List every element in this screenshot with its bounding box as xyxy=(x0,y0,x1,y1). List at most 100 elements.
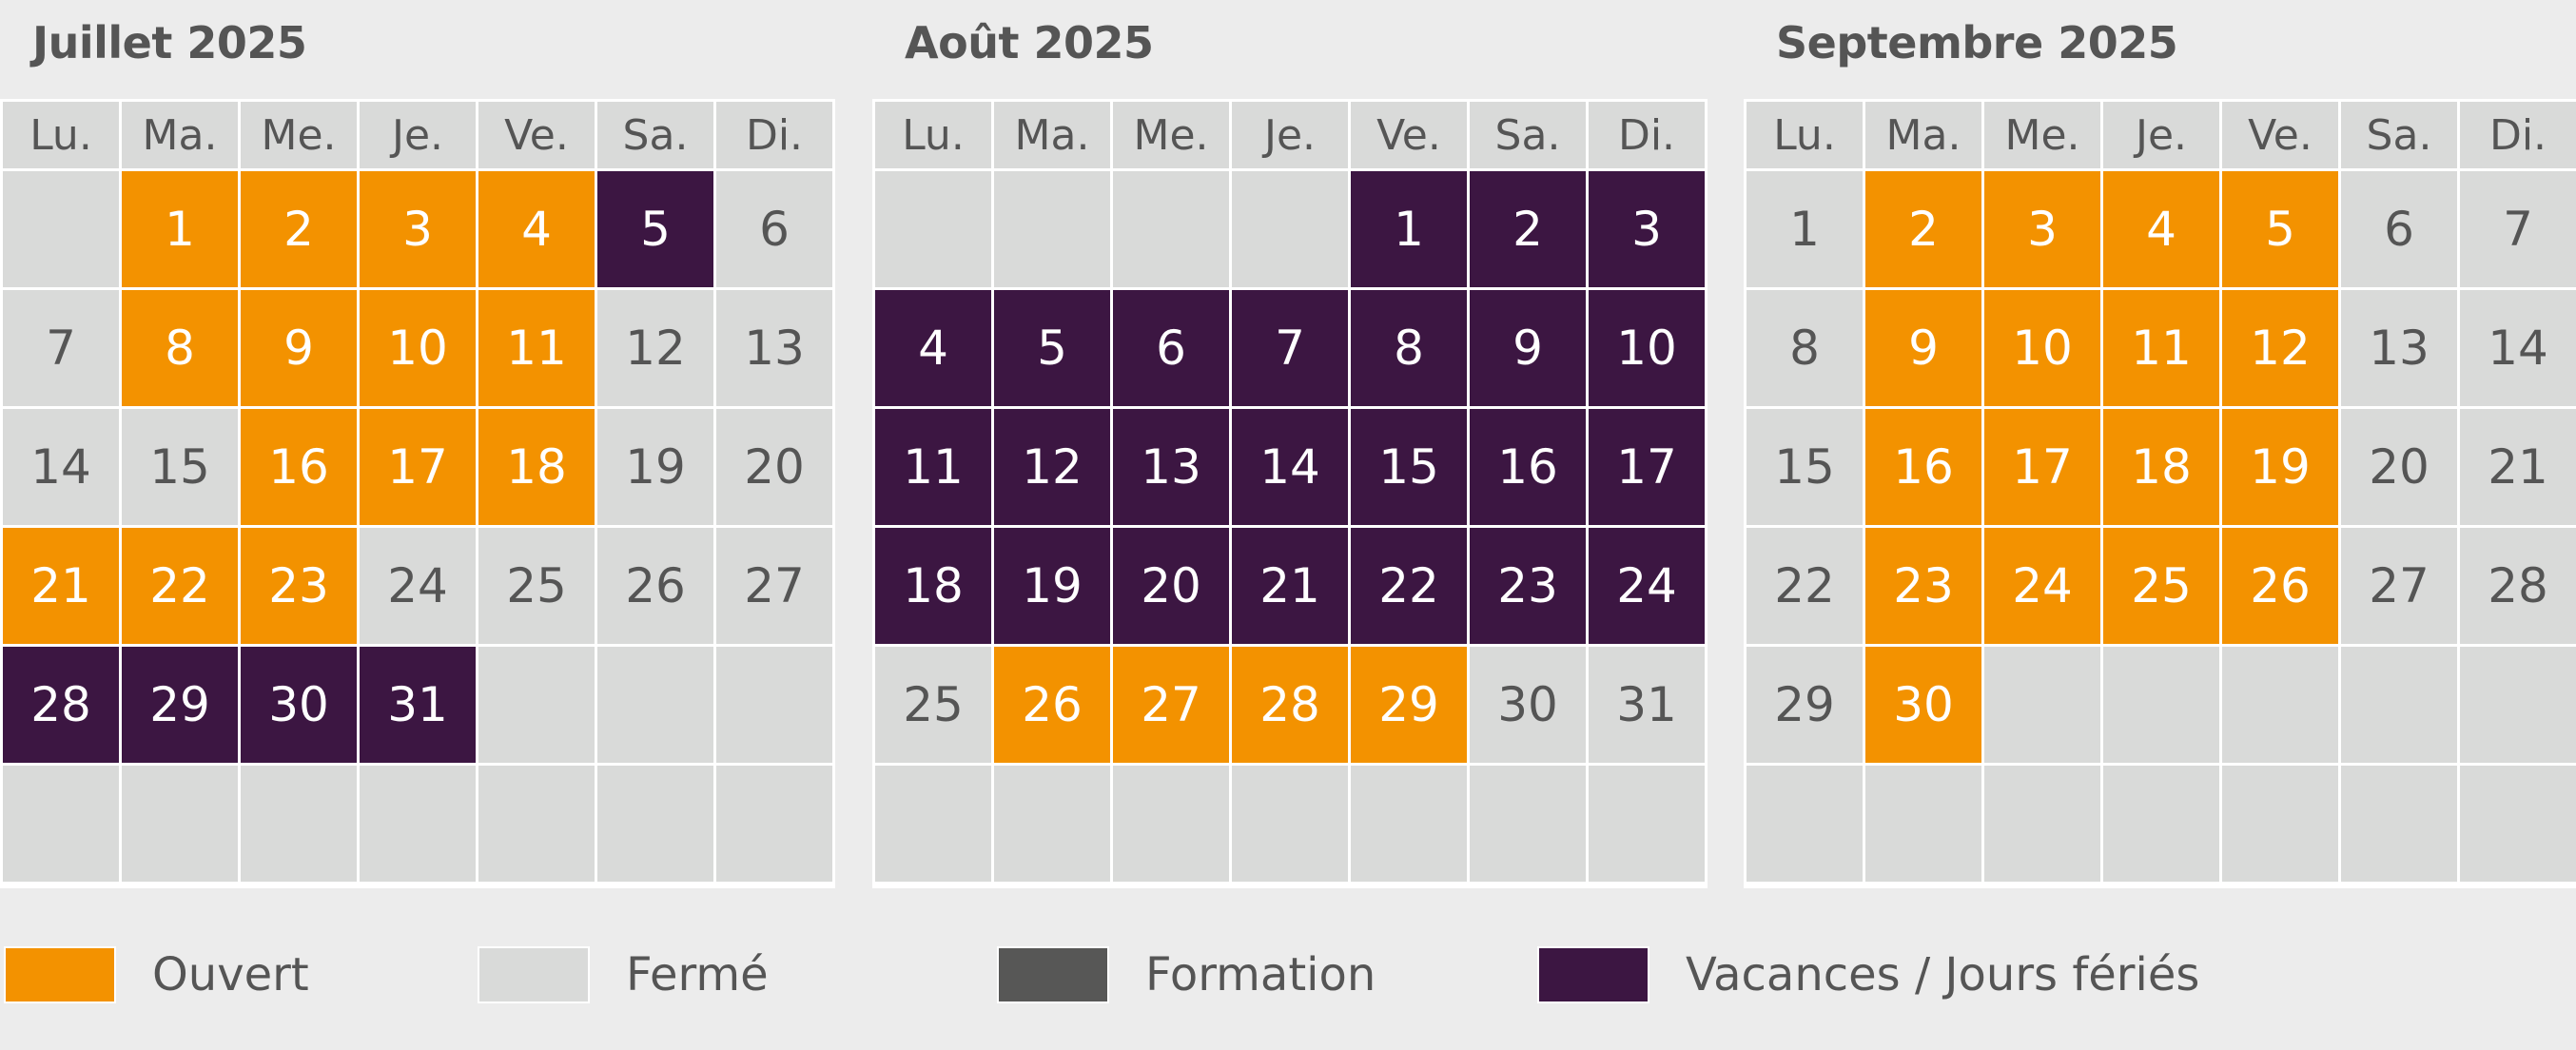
day-cell: 17 xyxy=(1984,409,2100,525)
weekday-header: Lu. xyxy=(1747,102,1863,168)
day-cell: 18 xyxy=(875,528,991,644)
day-cell: 13 xyxy=(2341,290,2457,406)
day-cell: 23 xyxy=(1470,528,1586,644)
day-cell: 22 xyxy=(122,528,238,644)
day-cell: 1 xyxy=(1351,171,1467,287)
day-cell: 6 xyxy=(2341,171,2457,287)
day-cell: 16 xyxy=(1470,409,1586,525)
day-cell: 22 xyxy=(1747,528,1863,644)
day-cell: 3 xyxy=(1984,171,2100,287)
legend-swatch-open xyxy=(4,946,116,1003)
day-cell: 29 xyxy=(122,647,238,763)
empty-cell xyxy=(994,171,1110,287)
calendar-grid: Lu. Ma. Me. Je. Ve. Sa. Di. 1 2 3 4 5 6 7 8 9 10 11 12 13 14… xyxy=(0,99,835,888)
day-cell: 30 xyxy=(1865,647,1981,763)
empty-cell xyxy=(2341,766,2457,882)
legend-label: Ouvert xyxy=(152,948,309,1001)
day-cell: 14 xyxy=(2460,290,2576,406)
empty-cell xyxy=(1589,766,1705,882)
day-cell: 5 xyxy=(2222,171,2338,287)
weekday-header: Me. xyxy=(1984,102,2100,168)
day-cell: 7 xyxy=(1232,290,1348,406)
day-cell: 14 xyxy=(3,409,119,525)
day-cell: 15 xyxy=(1747,409,1863,525)
weekday-header: Je. xyxy=(2103,102,2219,168)
day-cell: 4 xyxy=(2103,171,2219,287)
day-cell: 19 xyxy=(2222,409,2338,525)
day-cell: 25 xyxy=(875,647,991,763)
day-cell: 19 xyxy=(994,528,1110,644)
day-cell: 2 xyxy=(1470,171,1586,287)
empty-cell xyxy=(1232,766,1348,882)
day-cell: 9 xyxy=(1470,290,1586,406)
day-cell: 6 xyxy=(1113,290,1229,406)
day-cell: 10 xyxy=(1984,290,2100,406)
day-cell: 26 xyxy=(2222,528,2338,644)
day-cell: 28 xyxy=(2460,528,2576,644)
empty-cell xyxy=(3,171,119,287)
day-cell: 24 xyxy=(360,528,476,644)
day-cell: 9 xyxy=(241,290,357,406)
empty-cell xyxy=(1113,171,1229,287)
empty-cell xyxy=(2222,766,2338,882)
day-cell: 21 xyxy=(3,528,119,644)
day-cell: 20 xyxy=(1113,528,1229,644)
empty-cell xyxy=(1232,171,1348,287)
day-cell: 8 xyxy=(1747,290,1863,406)
day-cell: 1 xyxy=(122,171,238,287)
day-cell: 25 xyxy=(478,528,595,644)
day-cell: 31 xyxy=(1589,647,1705,763)
month-title: Août 2025 xyxy=(905,17,1154,68)
empty-cell xyxy=(2460,766,2576,882)
weekday-header: Me. xyxy=(1113,102,1229,168)
weekday-header: Me. xyxy=(241,102,357,168)
weekday-header: Je. xyxy=(360,102,476,168)
legend-label: Vacances / Jours fériés xyxy=(1686,948,2200,1001)
day-cell: 7 xyxy=(3,290,119,406)
weekday-header: Sa. xyxy=(597,102,713,168)
day-cell: 13 xyxy=(716,290,832,406)
day-cell: 1 xyxy=(1747,171,1863,287)
day-cell: 14 xyxy=(1232,409,1348,525)
empty-cell xyxy=(2341,647,2457,763)
legend-swatch-holiday xyxy=(1537,946,1649,1003)
empty-cell xyxy=(2222,647,2338,763)
day-cell: 29 xyxy=(1747,647,1863,763)
day-cell: 11 xyxy=(478,290,595,406)
legend-swatch-closed xyxy=(478,946,590,1003)
weekday-header: Ma. xyxy=(122,102,238,168)
legend: Ouvert Fermé Formation Vacances / Jours … xyxy=(0,942,2576,1008)
day-cell: 26 xyxy=(597,528,713,644)
empty-cell xyxy=(2103,647,2219,763)
day-cell: 5 xyxy=(994,290,1110,406)
empty-cell xyxy=(1113,766,1229,882)
day-cell: 12 xyxy=(597,290,713,406)
empty-cell xyxy=(994,766,1110,882)
day-cell: 24 xyxy=(1589,528,1705,644)
day-cell: 20 xyxy=(2341,409,2457,525)
day-cell: 15 xyxy=(1351,409,1467,525)
weekday-header: Ve. xyxy=(2222,102,2338,168)
empty-cell xyxy=(360,766,476,882)
day-cell: 26 xyxy=(994,647,1110,763)
day-cell: 17 xyxy=(360,409,476,525)
empty-cell xyxy=(1747,766,1863,882)
weekday-header: Ve. xyxy=(1351,102,1467,168)
month-title: Juillet 2025 xyxy=(32,17,307,68)
day-cell: 8 xyxy=(122,290,238,406)
weekday-header: Lu. xyxy=(3,102,119,168)
day-cell: 20 xyxy=(716,409,832,525)
day-cell: 23 xyxy=(1865,528,1981,644)
month-title: Septembre 2025 xyxy=(1776,17,2178,68)
day-cell: 16 xyxy=(1865,409,1981,525)
weekday-header: Sa. xyxy=(2341,102,2457,168)
day-cell: 27 xyxy=(2341,528,2457,644)
day-cell: 12 xyxy=(2222,290,2338,406)
day-cell: 25 xyxy=(2103,528,2219,644)
day-cell: 16 xyxy=(241,409,357,525)
weekday-header: Di. xyxy=(716,102,832,168)
empty-cell xyxy=(241,766,357,882)
empty-cell xyxy=(875,766,991,882)
day-cell: 19 xyxy=(597,409,713,525)
day-cell: 22 xyxy=(1351,528,1467,644)
